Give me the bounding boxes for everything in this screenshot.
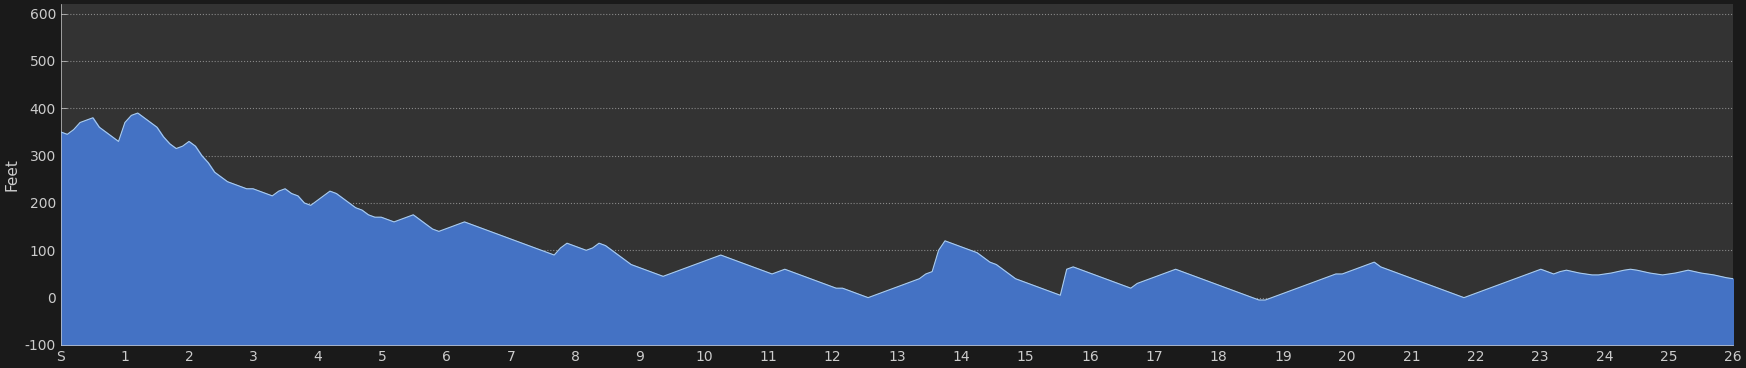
Y-axis label: Feet: Feet	[3, 158, 19, 191]
